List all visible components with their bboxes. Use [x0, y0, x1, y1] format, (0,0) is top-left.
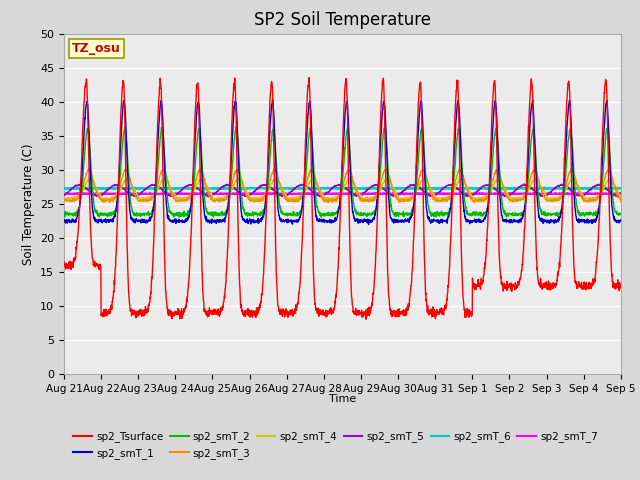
Legend: sp2_Tsurface, sp2_smT_1, sp2_smT_2, sp2_smT_3, sp2_smT_4, sp2_smT_5, sp2_smT_6, : sp2_Tsurface, sp2_smT_1, sp2_smT_2, sp2_… [69, 427, 602, 463]
X-axis label: Time: Time [329, 394, 356, 404]
Text: TZ_osu: TZ_osu [72, 42, 121, 55]
Title: SP2 Soil Temperature: SP2 Soil Temperature [254, 11, 431, 29]
Y-axis label: Soil Temperature (C): Soil Temperature (C) [22, 143, 35, 265]
